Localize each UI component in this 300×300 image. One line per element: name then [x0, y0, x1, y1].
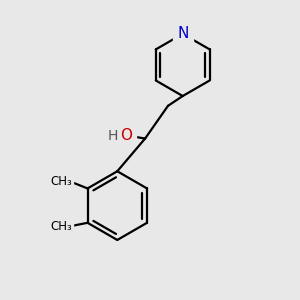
- Bar: [108, 127, 136, 145]
- Text: O: O: [120, 128, 132, 143]
- Text: N: N: [177, 26, 188, 41]
- Bar: [50, 218, 73, 234]
- Text: H: H: [108, 129, 118, 143]
- Bar: [50, 174, 73, 190]
- Text: CH₃: CH₃: [50, 176, 72, 188]
- Bar: [173, 25, 193, 43]
- Text: CH₃: CH₃: [50, 220, 72, 232]
